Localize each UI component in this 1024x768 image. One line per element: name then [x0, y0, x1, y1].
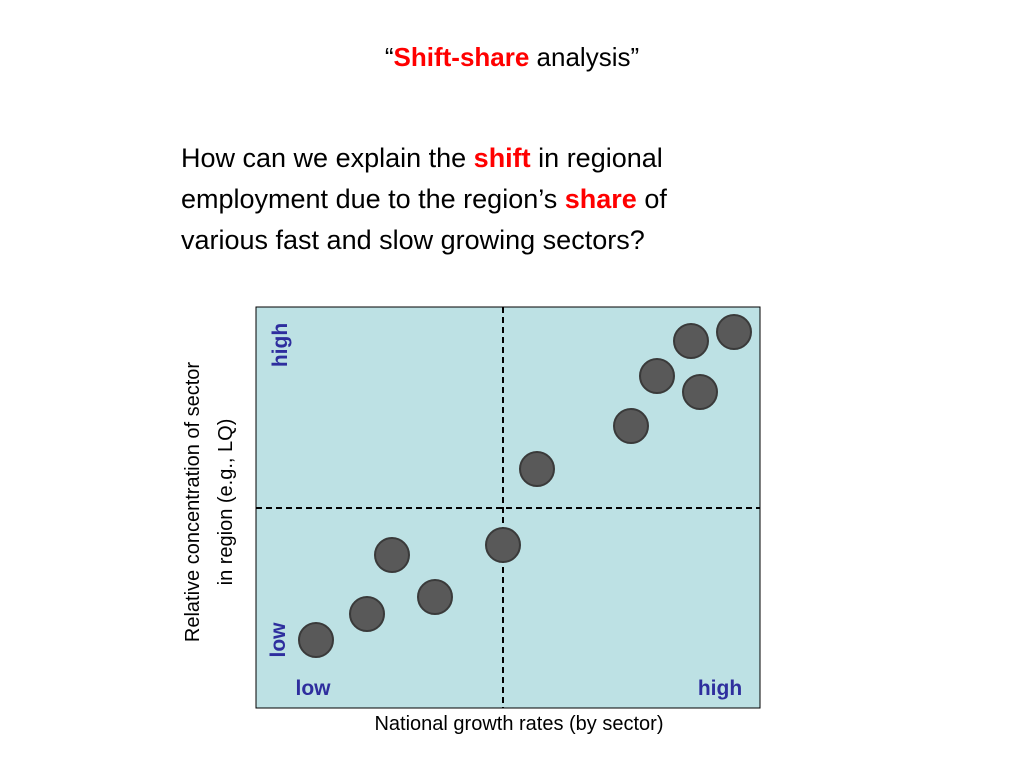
- y-high-label: high: [269, 323, 292, 367]
- y-low-label: low: [267, 622, 290, 658]
- dot: [374, 537, 410, 573]
- title: “Shift-share analysis”: [0, 42, 1024, 73]
- title-rest: analysis”: [529, 42, 640, 72]
- dot: [716, 314, 752, 350]
- y-axis-label: in region (e.g., LQ): [215, 419, 237, 586]
- x-high-label: high: [698, 677, 742, 700]
- question-text: various fast and slow growing sectors?: [181, 225, 645, 255]
- dot: [613, 408, 649, 444]
- dot: [519, 451, 555, 487]
- question-text: How can we explain the: [181, 143, 474, 173]
- x-axis-label: National growth rates (by sector): [374, 713, 663, 735]
- question-text: of: [636, 184, 667, 214]
- dot: [298, 622, 334, 658]
- dot: [417, 579, 453, 615]
- dot: [673, 323, 709, 359]
- question-line: employment due to the region’s share of: [181, 179, 667, 220]
- question-highlight: shift: [473, 143, 531, 173]
- dot: [682, 374, 718, 410]
- question-text: employment due to the region’s: [181, 184, 565, 214]
- question-line: various fast and slow growing sectors?: [181, 220, 667, 261]
- dot: [639, 358, 675, 394]
- question-line: How can we explain the shift in regional: [181, 138, 667, 179]
- title-highlight: Shift-share: [393, 42, 530, 72]
- x-low-label: low: [296, 677, 332, 700]
- question: How can we explain the shift in regional…: [181, 138, 667, 261]
- dots: [298, 314, 752, 658]
- question-highlight: share: [564, 184, 637, 214]
- dot: [485, 527, 521, 563]
- title-open: “: [384, 42, 394, 72]
- y-axis-label: Relative concentration of sector: [182, 362, 204, 642]
- question-text: in regional: [530, 143, 663, 173]
- dot: [349, 596, 385, 632]
